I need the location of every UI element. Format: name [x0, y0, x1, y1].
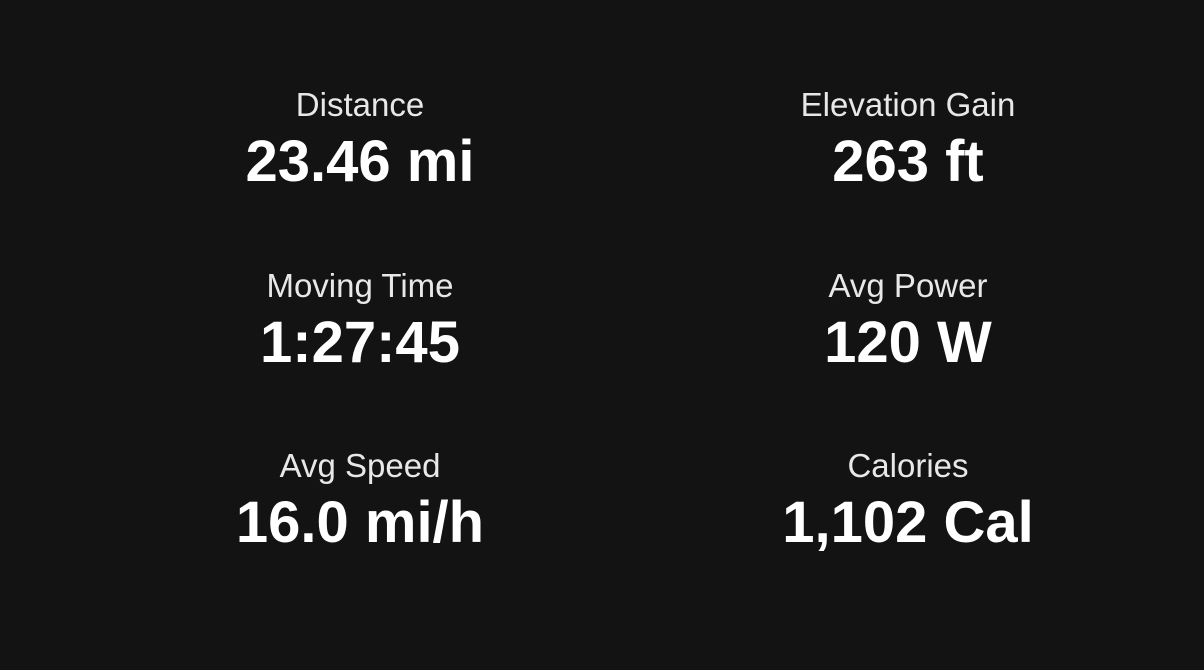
stat-value: 120 W	[824, 310, 992, 375]
stat-label: Calories	[847, 447, 969, 484]
stat-elevation-gain: Elevation Gain 263 ft	[678, 85, 1138, 195]
stat-label: Moving Time	[266, 267, 454, 304]
stat-avg-power: Avg Power 120 W	[678, 266, 1138, 376]
stat-value: 263 ft	[832, 129, 984, 194]
stat-avg-speed: Avg Speed 16.0 mi/h	[130, 446, 590, 556]
stat-calories: Calories 1,102 Cal	[678, 446, 1138, 556]
stat-moving-time: Moving Time 1:27:45	[130, 266, 590, 376]
stat-label: Elevation Gain	[800, 86, 1016, 123]
stat-label: Distance	[295, 86, 425, 123]
stat-distance: Distance 23.46 mi	[130, 85, 590, 195]
stat-value: 1,102 Cal	[782, 490, 1034, 555]
stat-value: 23.46 mi	[245, 129, 475, 194]
stat-value: 16.0 mi/h	[235, 490, 485, 555]
stat-label: Avg Speed	[279, 447, 441, 484]
stat-value: 1:27:45	[260, 310, 460, 375]
stat-label: Avg Power	[828, 267, 988, 304]
